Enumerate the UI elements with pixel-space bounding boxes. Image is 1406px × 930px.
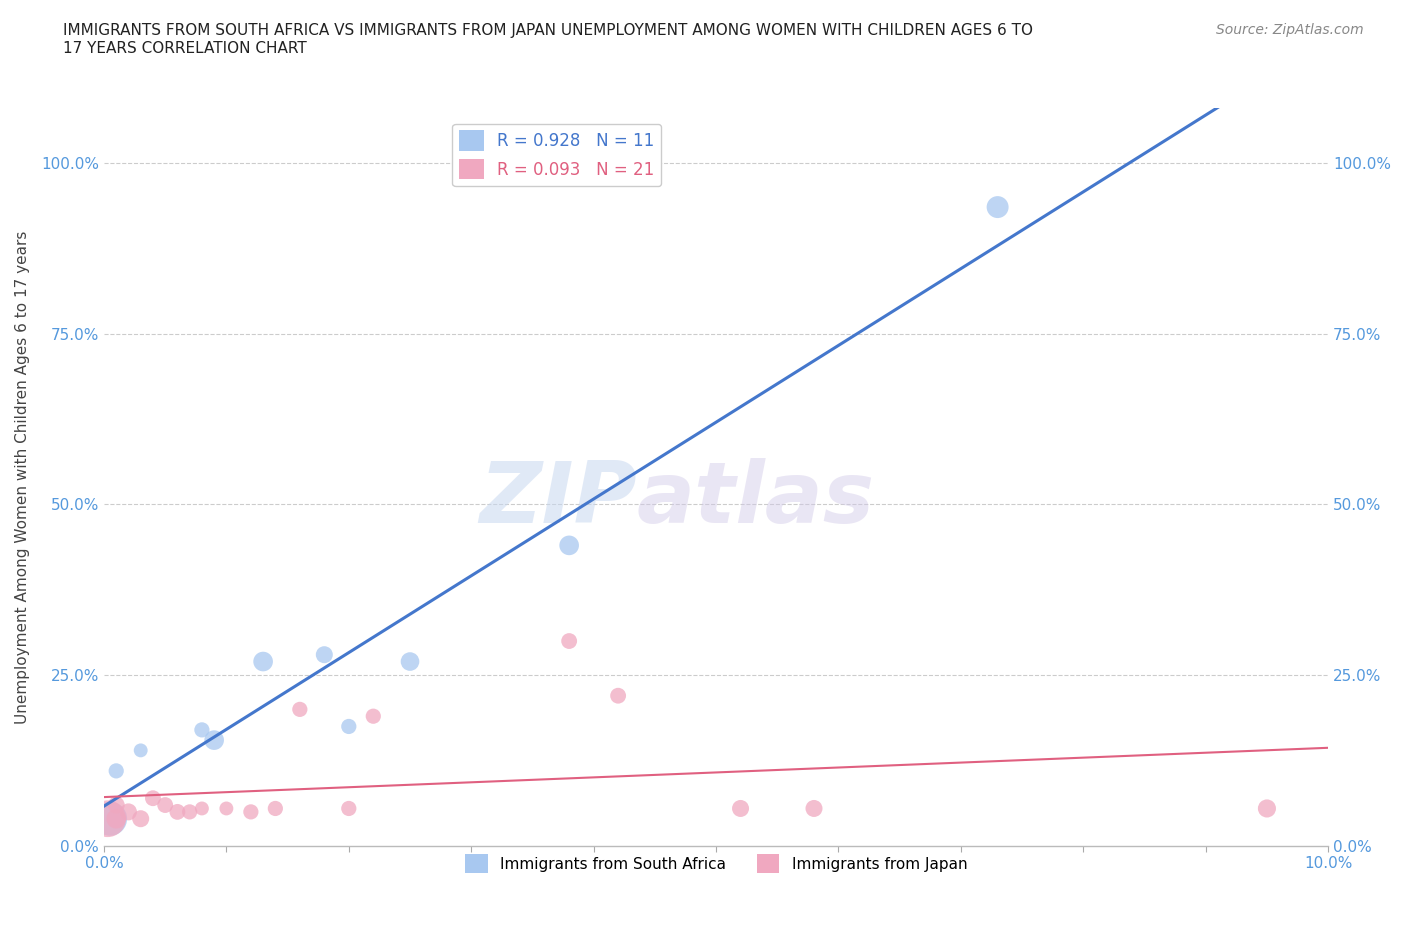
Point (129, 743, 152, 758)
Point (239, 804, 262, 819)
Text: Source: ZipAtlas.com: Source: ZipAtlas.com (1216, 23, 1364, 37)
Point (987, 200, 1010, 215)
Point (191, 801, 214, 816)
Point (730, 801, 752, 816)
Y-axis label: Unemployment Among Women with Children Ages 6 to 17 years: Unemployment Among Women with Children A… (15, 231, 30, 724)
Point (153, 798, 176, 813)
Point (117, 804, 139, 819)
Point (142, 790, 165, 805)
Point (337, 801, 360, 816)
Point (314, 647, 336, 662)
Point (337, 719, 360, 734)
Legend: Immigrants from South Africa, Immigrants from Japan: Immigrants from South Africa, Immigrants… (458, 848, 973, 879)
Point (399, 654, 422, 669)
Text: IMMIGRANTS FROM SOUTH AFRICA VS IMMIGRANTS FROM JAPAN UNEMPLOYMENT AMONG WOMEN W: IMMIGRANTS FROM SOUTH AFRICA VS IMMIGRAN… (63, 23, 1033, 56)
Point (191, 723, 214, 737)
Point (215, 801, 238, 816)
Point (97, 811, 120, 826)
Point (1256, 801, 1278, 816)
Text: atlas: atlas (637, 458, 875, 540)
Point (202, 733, 225, 748)
Point (105, 798, 128, 813)
Point (166, 804, 188, 819)
Point (607, 688, 630, 703)
Point (558, 538, 581, 552)
Point (264, 801, 287, 816)
Point (105, 811, 128, 826)
Point (803, 801, 825, 816)
Point (288, 702, 311, 717)
Point (98, 811, 121, 826)
Point (105, 764, 128, 778)
Point (252, 654, 274, 669)
Point (179, 804, 201, 819)
Point (129, 811, 152, 826)
Text: ZIP: ZIP (479, 458, 637, 540)
Point (558, 633, 581, 648)
Point (361, 709, 384, 724)
